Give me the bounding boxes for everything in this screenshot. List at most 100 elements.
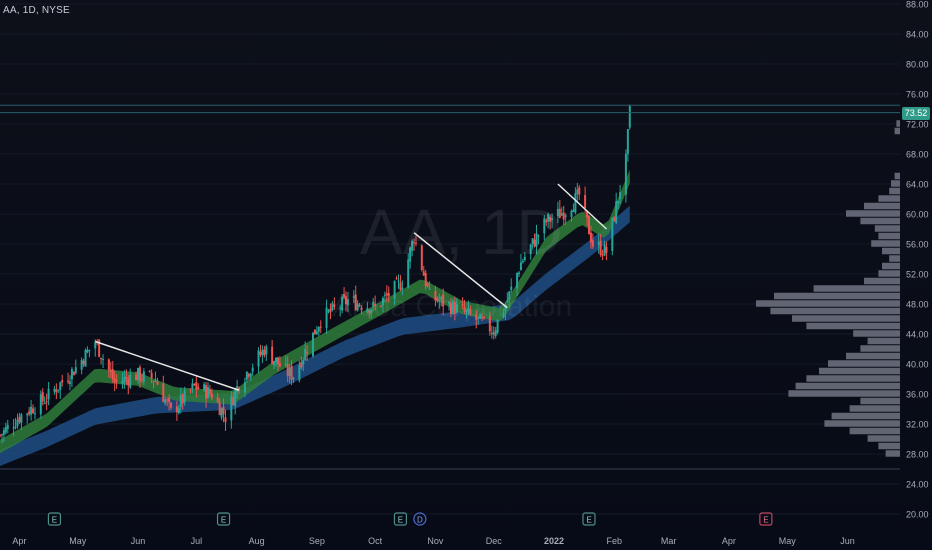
candle-body [6,424,9,430]
candle-body [455,304,458,313]
candle-body [467,308,470,312]
volume-profile-bar [806,375,900,382]
candle-body [558,208,561,219]
candle-body [245,371,248,380]
candle-body [86,349,89,353]
candle-body [55,389,58,393]
candle-body [603,244,606,256]
watermark-name: Alcoa Corporation [332,290,573,323]
earnings-marker [216,512,231,526]
candle-body [397,280,400,282]
candle-body [302,359,305,365]
time-tick-label: Jun [131,536,146,546]
candle-body [449,303,452,315]
candle-body [28,411,31,415]
candle-body [319,326,322,328]
candle-body [317,327,320,332]
candle-body [537,235,540,237]
candle-body [428,288,431,290]
candle-body [574,193,577,213]
candle-body [372,301,375,307]
candle-body [358,304,361,306]
candle-body [549,216,552,222]
candle-body [387,293,390,297]
candle-body [53,388,56,392]
candle-body [74,367,77,374]
price-axis[interactable]: 20.00 24.00 28.00 32.00 36.00 40.00 44.00 48.00… [906,0,929,520]
candle-body [584,195,587,209]
volume-profile-bar [831,412,900,420]
candle-body [238,387,241,391]
candle-body [288,367,291,377]
candle-body [109,369,112,372]
volume-profile-bar [756,300,900,307]
candle-body [327,310,330,312]
event-marker-label: E [52,516,57,525]
volume-profile-bar [846,352,900,360]
volume-profile-bar [864,202,900,210]
candle-body [589,232,592,243]
candle-body [481,317,484,319]
candle-body [383,294,386,296]
candle-body [45,401,48,403]
candle-body [399,282,402,291]
volume-profile-bar [774,292,900,300]
candle-body [578,187,581,195]
candle-body [156,381,159,385]
volume-profile-bar [867,435,900,442]
candle-body [496,319,499,333]
time-tick-label: Jun [840,536,855,546]
candle-body [341,296,344,311]
last-price-badge[interactable]: 73.52 [902,107,930,120]
candle-body [150,372,153,379]
candle-body [189,389,192,391]
candle-body [137,368,140,381]
candle-body [329,308,332,313]
trendlines[interactable] [95,183,607,391]
candle-body [613,217,616,222]
candle-body [113,378,116,383]
candle-body [271,346,274,364]
candle-body [263,349,266,356]
volume-profile-bar [813,285,900,292]
candle-body [479,314,482,319]
candle-body [59,382,62,390]
candle-body [543,218,546,234]
candle-body [343,293,346,298]
candle-body [57,389,60,391]
candle-body [368,310,371,314]
time-tick-label: May [69,536,87,546]
candle-body [249,373,252,378]
candle-body [298,365,301,381]
candle-body [135,374,138,381]
candle-body [203,384,206,390]
volume-profile-bar [894,172,900,180]
candle-body [216,397,219,403]
candle-body [494,330,497,337]
candle-body [533,239,536,247]
candle-body [504,304,507,312]
candle-body [88,349,91,351]
price-tick-label: 24.00 [906,480,929,490]
candle-body [220,408,223,418]
candle-body [597,242,600,246]
time-tick-label: Dec [486,536,503,546]
time-tick-label: Sep [309,536,325,546]
volume-profile-bar [889,255,900,262]
volume-profile-bar [819,367,900,375]
candle-body [599,240,602,256]
candle-body [284,363,287,365]
volume-profile-bar [874,225,900,232]
time-axis[interactable]: Apr May Jun Jul Aug Sep Oct Nov Dec 2022 Feb Mar Apr… [12,536,854,546]
volume-profile-bar [849,405,900,412]
horizontal-lines[interactable] [0,104,900,470]
event-marker-label: D [417,516,423,525]
candle-body [218,402,221,416]
price-tick-label: 20.00 [906,510,929,520]
earnings-marker [582,512,596,526]
candle-body [617,200,620,203]
candle-body [175,406,178,413]
